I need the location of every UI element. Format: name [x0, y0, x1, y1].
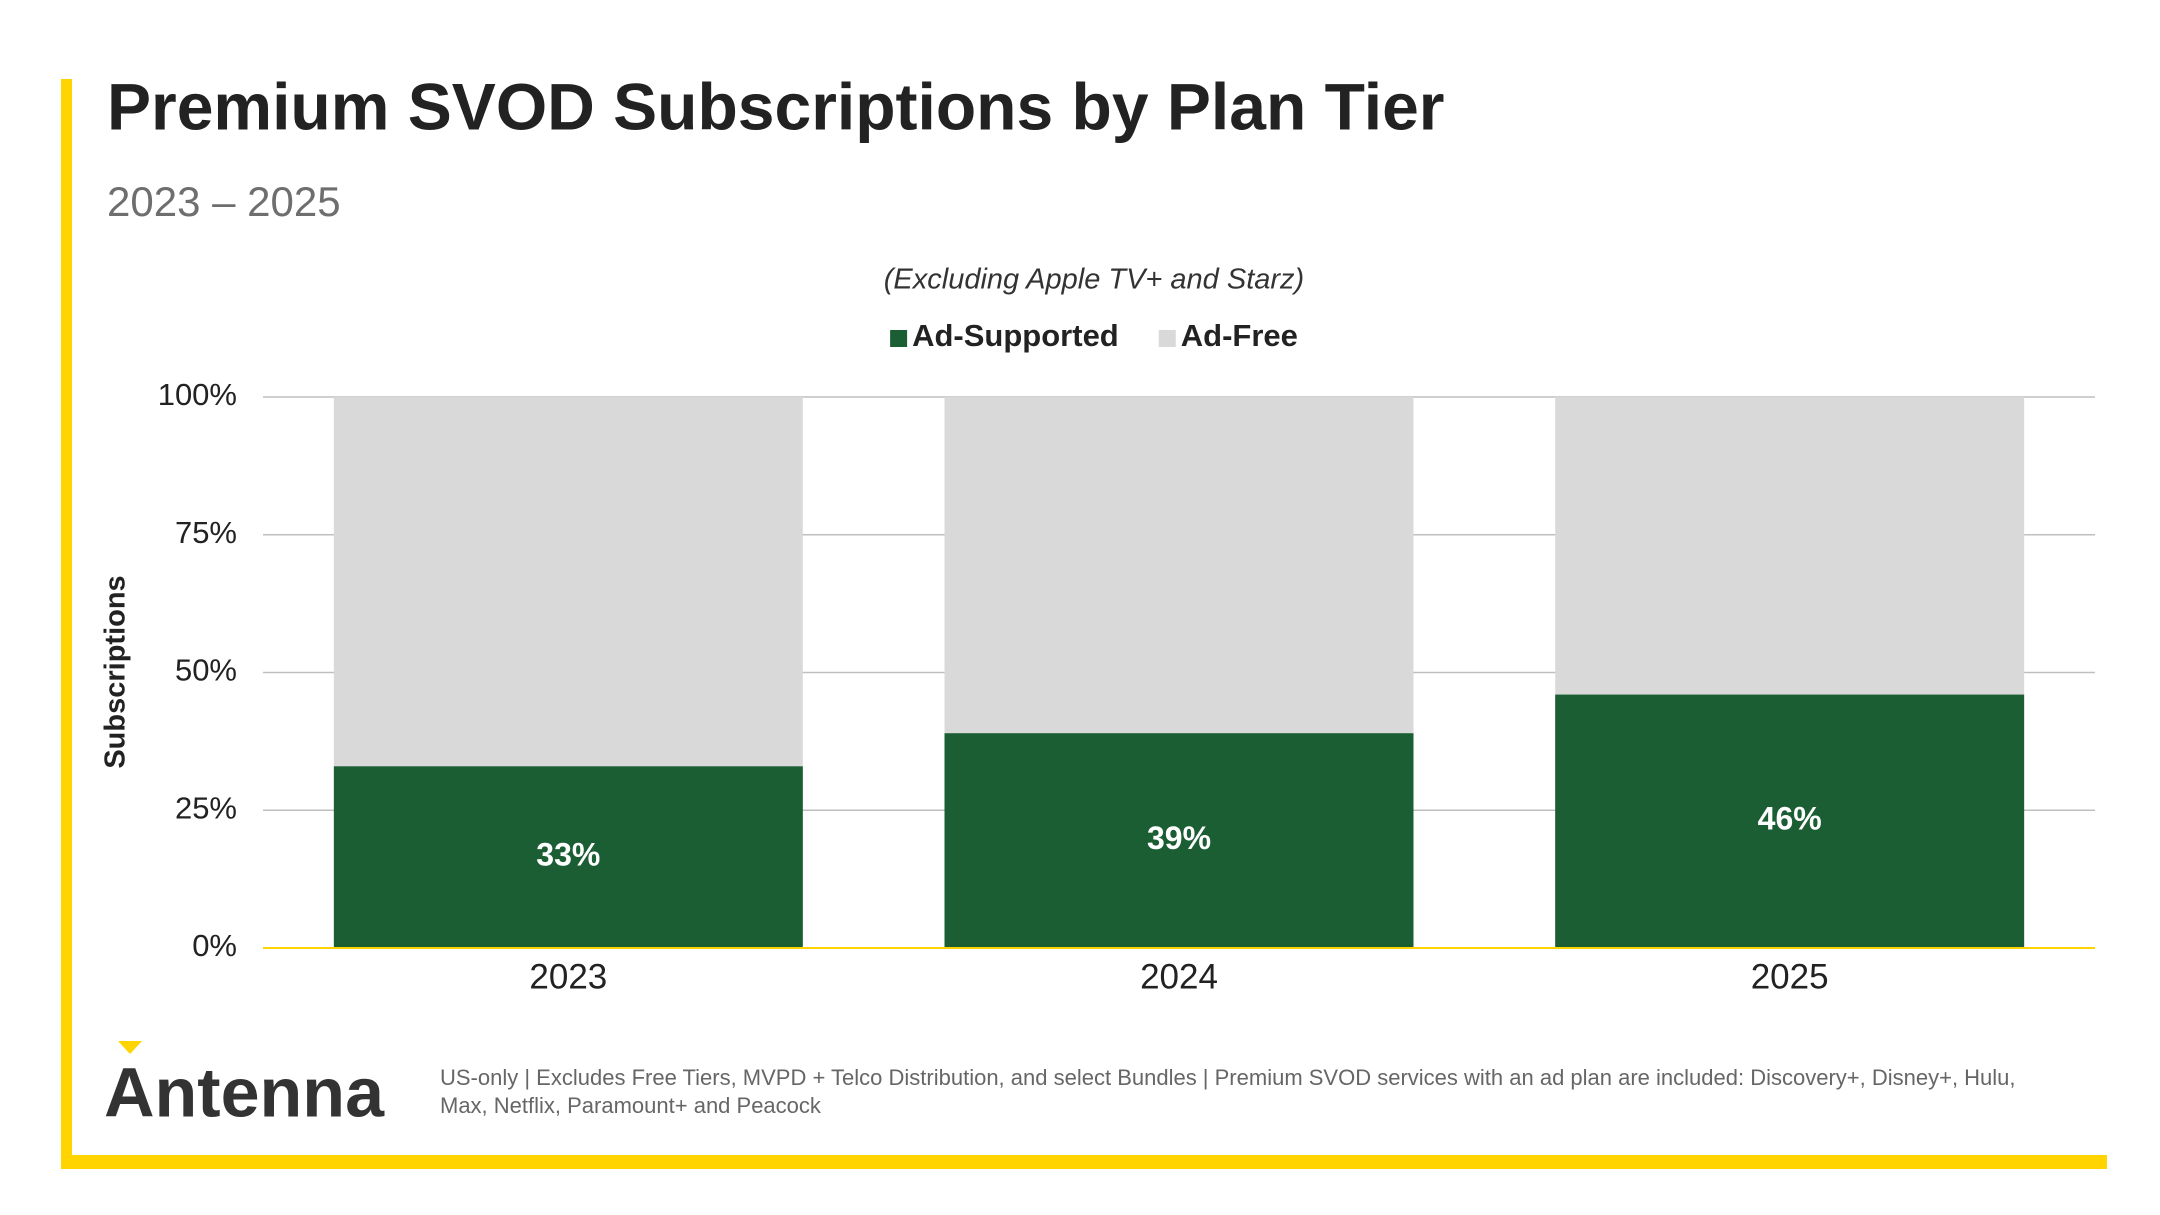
legend-swatch: [1158, 330, 1176, 347]
bar-segment: [333, 397, 803, 767]
logo-mark: [118, 1041, 142, 1054]
frame-left: [61, 79, 72, 1169]
bar-segment: [1555, 694, 2025, 948]
x-tick-label: 2024: [1140, 957, 1218, 996]
legend-swatch: [890, 330, 908, 347]
footnote: US-only | Excludes Free Tiers, MVPD + Te…: [440, 1065, 2016, 1118]
annotation: (Excluding Apple TV+ and Starz): [884, 264, 1304, 296]
x-tick-label: 2023: [529, 957, 607, 996]
y-tick-label: 100%: [158, 377, 237, 412]
y-tick-label: 0%: [192, 928, 237, 963]
legend: Ad-Supported Ad-Free: [890, 318, 1298, 353]
bar-segment: [944, 397, 1414, 734]
logo: Antenna: [104, 1053, 385, 1131]
chart-title: Premium SVOD Subscriptions by Plan Tier: [107, 69, 1444, 143]
bar-segment: [944, 733, 1414, 948]
x-tick-label: 2025: [1751, 957, 1829, 996]
data-label: 46%: [1758, 801, 1822, 837]
data-label: 39%: [1147, 820, 1211, 856]
data-label: 33%: [536, 837, 600, 873]
chart-subtitle: 2023 – 2025: [107, 178, 341, 225]
y-tick-label: 50%: [175, 653, 237, 688]
legend-label: Ad-Free: [1181, 318, 1298, 353]
y-axis-label: Subscriptions: [100, 575, 132, 768]
frame-bottom: [61, 1155, 2107, 1169]
y-tick-label: 75%: [175, 515, 237, 550]
legend-label: Ad-Supported: [912, 318, 1119, 353]
bar-segment: [1555, 397, 2025, 695]
y-tick-label: 25%: [175, 790, 237, 825]
bar-segment: [333, 766, 803, 948]
